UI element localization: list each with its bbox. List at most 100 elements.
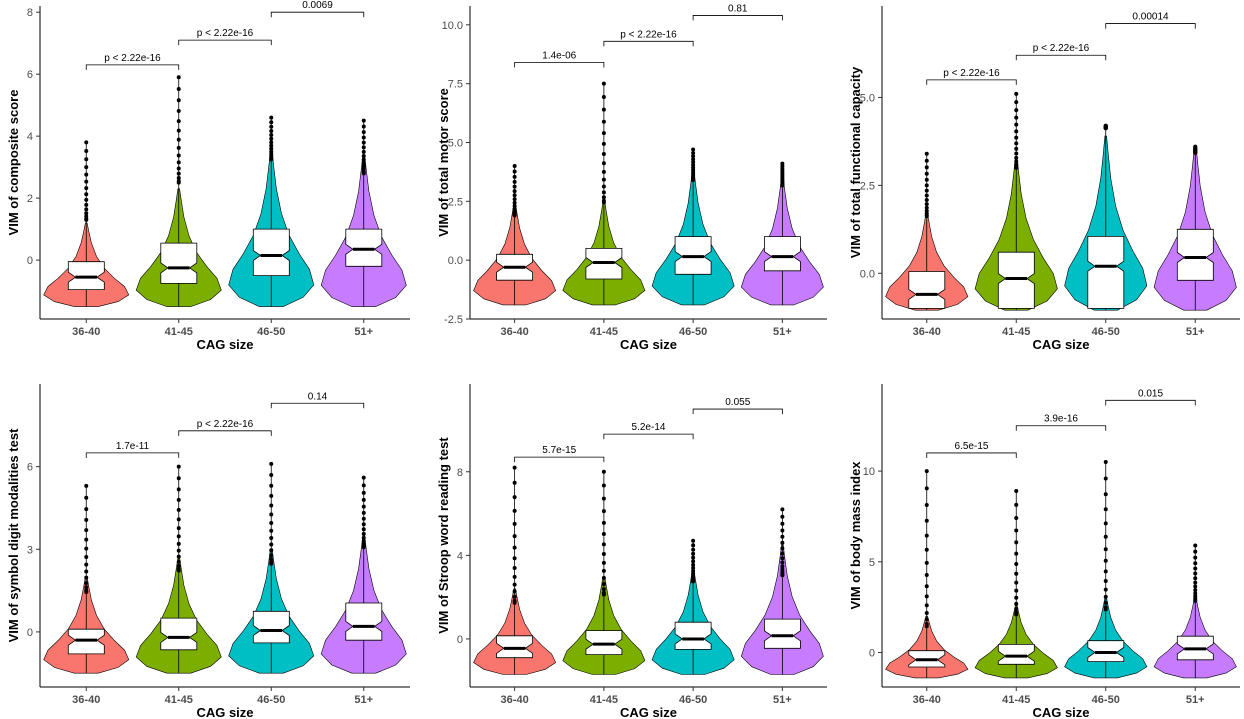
y-tick-label: 2.5 <box>448 196 463 208</box>
box-51+ <box>345 602 383 641</box>
outlier-point <box>780 521 785 526</box>
outlier-point <box>1193 144 1198 149</box>
outlier-point <box>512 508 517 513</box>
outlier-point <box>1193 555 1198 560</box>
comparison-label: 0.00014 <box>1132 12 1169 23</box>
outlier-point <box>691 538 696 543</box>
comparison-label: 1.4e-06 <box>542 50 576 61</box>
outlier-point <box>361 475 366 480</box>
comparison-bracket <box>603 433 694 440</box>
outlier-point <box>780 528 785 533</box>
outlier-point <box>924 202 929 207</box>
outlier-point <box>924 151 929 156</box>
outlier-point <box>924 171 929 176</box>
chart-panel-1: 0 2 4 6 8 36-40 41-45 46-50 51+ p < 2.22e-16 p < 2… <box>6 0 410 352</box>
outlier-point <box>512 465 517 470</box>
outlier-point <box>361 535 366 540</box>
outlier-point <box>1193 591 1198 596</box>
x-tick-label: 51+ <box>773 694 792 706</box>
outlier-point <box>601 119 606 124</box>
outlier-point <box>691 555 696 560</box>
outlier-point <box>601 496 606 501</box>
outlier-point <box>176 137 181 142</box>
outlier-point <box>512 184 517 189</box>
outlier-point <box>512 480 517 485</box>
outlier-point <box>176 175 181 180</box>
outlier-point <box>780 551 785 556</box>
outlier-point <box>84 149 89 154</box>
outlier-point <box>1014 159 1019 164</box>
outlier-point <box>601 575 606 580</box>
outlier-point <box>176 153 181 158</box>
y-axis-title: VIM of composite score <box>6 90 21 236</box>
outlier-point <box>84 580 89 585</box>
outlier-point <box>1014 595 1019 600</box>
outlier-point <box>601 184 606 189</box>
comparison-bracket <box>514 456 605 463</box>
outlier-point <box>361 157 366 162</box>
box-46-50 <box>252 228 290 277</box>
outlier-point <box>176 526 181 531</box>
outlier-point <box>1103 547 1108 552</box>
outlier-point <box>1193 561 1198 566</box>
outlier-point <box>269 542 274 547</box>
outlier-point <box>1193 549 1198 554</box>
outlier-point <box>601 483 606 488</box>
outlier-point <box>1014 528 1019 533</box>
outlier-point <box>601 198 606 203</box>
y-tick-label: 2.5 <box>860 180 875 192</box>
outlier-point <box>269 535 274 540</box>
outlier-point <box>780 560 785 565</box>
y-tick-label: 5 <box>869 557 875 569</box>
outlier-point <box>176 567 181 572</box>
outlier-point <box>601 195 606 200</box>
outlier-point <box>84 192 89 197</box>
outlier-point <box>361 542 366 547</box>
outlier-point <box>84 507 89 512</box>
outlier-point <box>361 153 366 158</box>
comparison-label: 3.9e-16 <box>1044 414 1078 425</box>
outlier-point <box>176 119 181 124</box>
outlier-point <box>601 509 606 514</box>
y-tick-label: 4 <box>27 131 33 143</box>
outlier-point <box>269 473 274 478</box>
y-tick-label: 6 <box>27 69 33 81</box>
outlier-point <box>269 493 274 498</box>
outlier-point <box>601 582 606 587</box>
outlier-point <box>269 528 274 533</box>
outlier-point <box>176 541 181 546</box>
outlier-point <box>924 533 929 538</box>
comparison-bracket <box>926 452 1017 458</box>
outlier-point <box>1103 587 1108 592</box>
comparison-bracket <box>178 39 272 46</box>
outlier-point <box>84 211 89 216</box>
y-axis-title: VIM of total functional capacity <box>848 66 863 258</box>
outlier-point <box>691 568 696 573</box>
outlier-point <box>512 179 517 184</box>
outlier-point <box>1193 588 1198 593</box>
outlier-point <box>512 574 517 579</box>
outlier-point <box>512 189 517 194</box>
box-51+ <box>1176 228 1214 281</box>
outlier-point <box>84 165 89 170</box>
outlier-point <box>1103 123 1108 128</box>
outlier-point <box>1103 569 1108 574</box>
outlier-point <box>84 585 89 590</box>
comparison-label: 0.0069 <box>302 0 333 11</box>
chart-panel-2: -2.5 0.0 2.5 5.0 7.5 10.0 36-40 41-45 46-50 51+ 1.… <box>436 3 827 352</box>
outlier-point <box>924 621 929 626</box>
outlier-point <box>269 140 274 145</box>
outlier-point <box>176 476 181 481</box>
outlier-point <box>1103 492 1108 497</box>
outlier-point <box>1014 122 1019 127</box>
box-41-45 <box>997 251 1035 309</box>
outlier-point <box>512 534 517 539</box>
outlier-point <box>176 554 181 559</box>
outlier-point <box>1014 588 1019 593</box>
outlier-point <box>1014 91 1019 96</box>
outlier-point <box>1193 594 1198 599</box>
outlier-point <box>1103 507 1108 512</box>
outlier-point <box>512 164 517 169</box>
outlier-point <box>269 132 274 137</box>
outlier-point <box>512 582 517 587</box>
